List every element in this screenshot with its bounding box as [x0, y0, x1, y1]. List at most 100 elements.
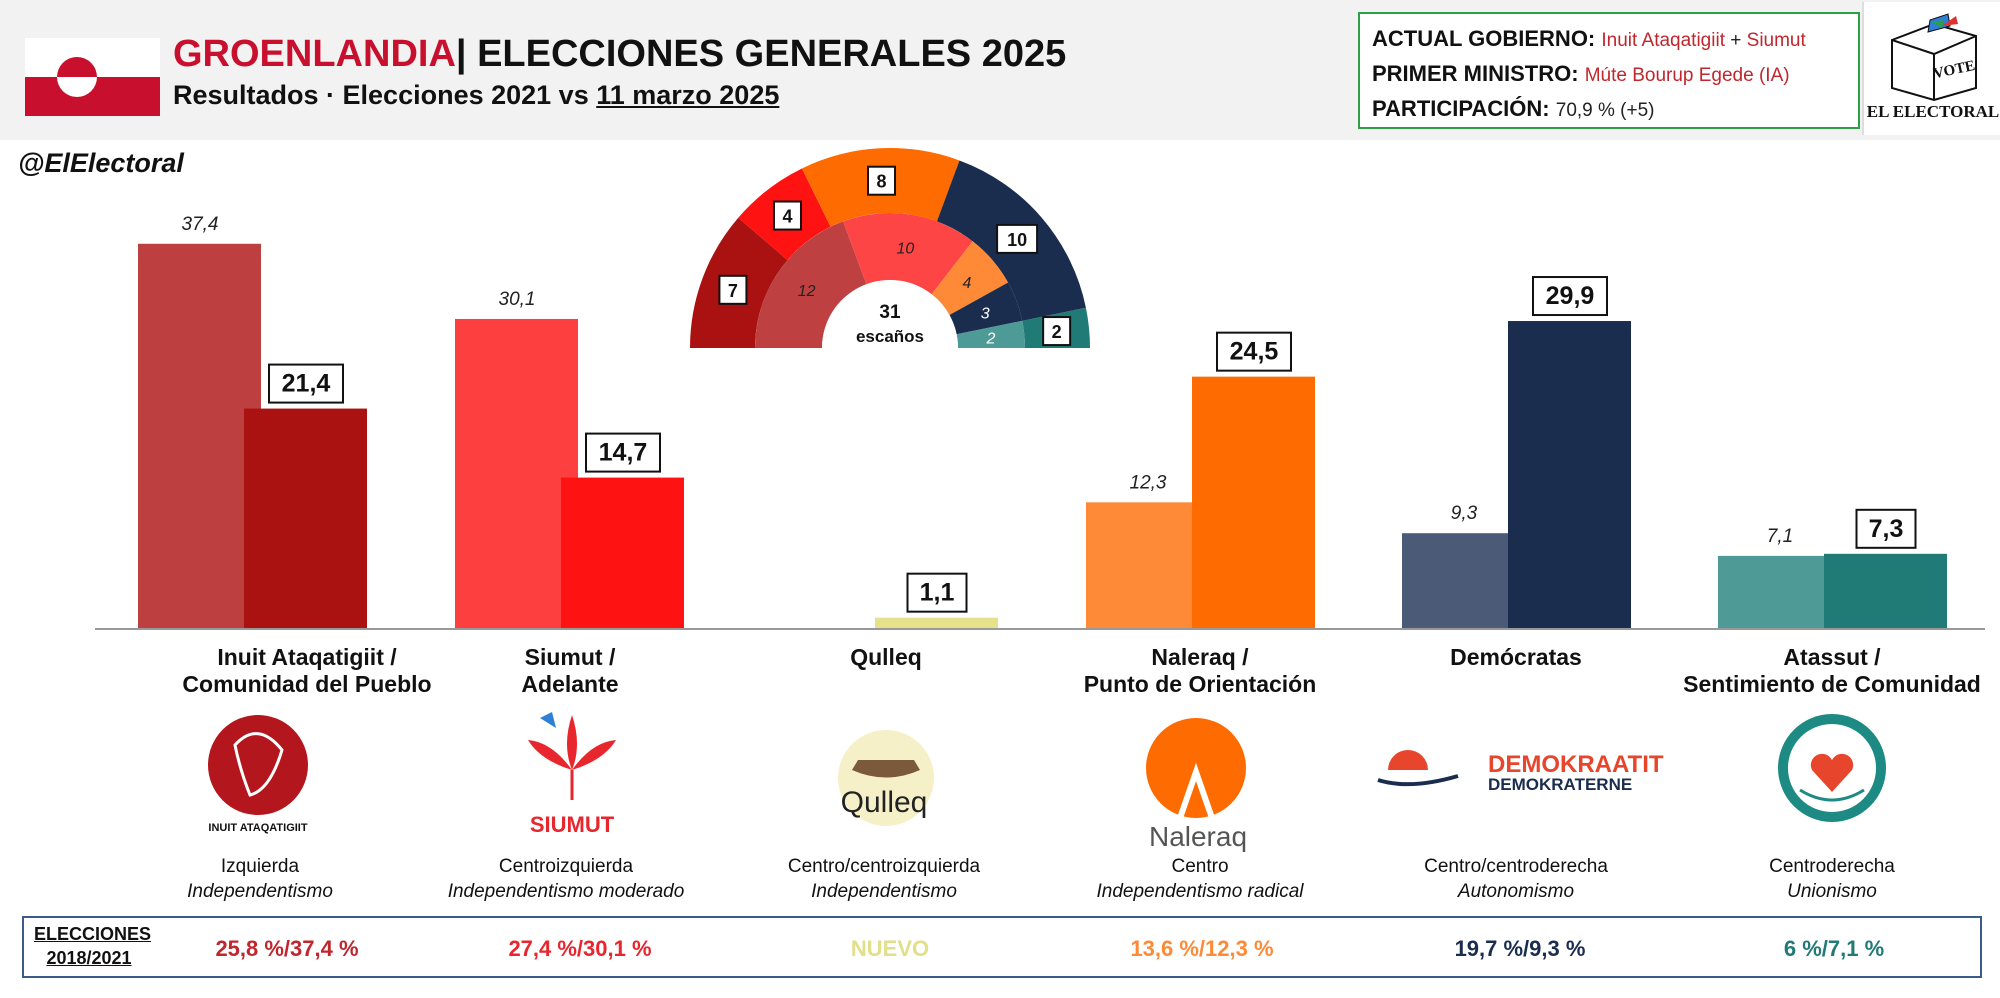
previous-result-atassut: 6 %/7,1 % — [1783, 936, 1885, 961]
participation-value: 70,9 % (+5) — [1555, 100, 1655, 121]
bar-2021-ia — [138, 243, 261, 629]
party-ideology-atassut: Centroderecha — [1769, 856, 1895, 877]
bar-2021-naleraq — [1086, 502, 1209, 629]
government-label: ACTUAL GOBIERNO: — [1372, 26, 1596, 51]
bar-2025-qulleq — [875, 617, 998, 629]
party-ideology-naleraq: Centro — [1171, 856, 1229, 877]
party-name-qulleq: Qulleq — [736, 644, 1036, 671]
previous-result-democratas: 19,7 %/9,3 % — [1454, 936, 1586, 961]
bar-2025-democratas — [1508, 321, 1631, 629]
header: GROENLANDIA| ELECCIONES GENERALES 2025 R… — [0, 0, 2000, 140]
participation-row: PARTICIPACIÓN: 70,9 % (+5) — [1372, 92, 1846, 127]
seats-2021-segment — [931, 241, 1009, 315]
qulleq-lamp-icon — [852, 760, 920, 778]
atassut-heart-icon — [1810, 753, 1854, 792]
party-name-democratas: Demócratas — [1366, 644, 1666, 671]
value-label-2025-naleraq: 24,5 — [1230, 338, 1279, 366]
previous-result-siumut: 27,4 %/30,1 % — [508, 936, 652, 961]
party-name-line1: Siumut / — [524, 644, 616, 670]
bar-2021-democratas — [1402, 533, 1525, 629]
value-box-2025-qulleq — [906, 572, 968, 613]
party-name-line2: Comunidad del Pueblo — [182, 671, 432, 697]
ia-kayak-icon — [233, 732, 284, 797]
logo-text: EL ELECTORAL — [1866, 102, 2000, 121]
title-country: GROENLANDIA — [173, 33, 456, 75]
seats-2021-segment — [843, 213, 973, 295]
subtitle-date: 11 marzo 2025 — [596, 80, 780, 110]
seats-2021-label: 10 — [896, 241, 914, 258]
seats-2025-label: 8 — [877, 172, 887, 192]
party-name-line2: Adelante — [521, 671, 619, 697]
seats-2025-label: 4 — [782, 207, 792, 227]
party-stance-naleraq: Independentismo radical — [1096, 881, 1304, 902]
seats-2021-segment — [755, 221, 867, 348]
qulleq-logo-icon — [838, 730, 934, 826]
seats-total-number: 31 — [879, 302, 901, 323]
ia-logo-text: INUIT ATAQATIGIIT — [208, 822, 307, 834]
value-box-2025-naleraq — [1216, 331, 1292, 372]
party-name-line1: Inuit Ataqatigiit / — [217, 644, 397, 670]
seats-2021-segment — [956, 320, 1025, 348]
party-stance-siumut: Independentismo moderado — [447, 881, 685, 902]
seats-2021-label: 3 — [981, 306, 990, 323]
party-name-atassut: Atassut / Sentimiento de Comunidad — [1682, 644, 1982, 698]
bar-2025-siumut — [561, 477, 684, 629]
party-name-line1: Demócratas — [1450, 644, 1582, 670]
seats-2025-label-box — [772, 200, 802, 231]
bar-2021-siumut — [455, 318, 578, 629]
value-label-2025-atassut: 7,3 — [1869, 515, 1904, 543]
bar-2025-naleraq — [1192, 376, 1315, 629]
ia-logo-icon — [208, 715, 308, 815]
bar-2025-ia — [244, 408, 367, 629]
bars-layer: 37,4 21,4 30,1 14,7 1,1 12,3 24,5 9,3 29,9 7,1 7,3 — [138, 214, 1947, 629]
previous-elections-row: ELECCIONES 2018/2021 25,8 %/37,4 % 27,4 … — [22, 916, 1982, 978]
party-name-siumut: Siumut / Adelante — [420, 644, 720, 698]
value-label-2025-siumut: 14,7 — [599, 439, 648, 467]
seats-2021-segment — [949, 282, 1023, 335]
party-name-line1: Atassut / — [1783, 644, 1881, 670]
seats-2025-label-box — [867, 165, 897, 196]
government-plus: + — [1724, 30, 1747, 51]
siumut-flower-icon — [567, 715, 577, 770]
previous-elections-label: ELECCIONES 2018/2021 — [34, 922, 151, 970]
bar-2021-atassut — [1718, 555, 1841, 629]
party-logos: INUIT ATAQATIGIIT SIUMUT Qulleq Naleraq DEMO… — [208, 712, 1886, 852]
party-name-line1: Naleraq / — [1151, 644, 1249, 670]
party-stance-qulleq: Independentismo — [811, 881, 957, 902]
seats-2025-label: 7 — [728, 281, 738, 301]
party-ideology-siumut: Centroizquierda — [498, 856, 634, 877]
government-party-1: Inuit Ataqatigiit — [1601, 30, 1725, 51]
previous-result-ia: 25,8 %/37,4 % — [215, 936, 359, 961]
seats-2025-label-box — [996, 223, 1039, 254]
seats-2021-label: 12 — [798, 283, 816, 300]
value-label-2021-atassut: 7,1 — [1767, 526, 1793, 547]
previous-result-naleraq: 13,6 %/12,3 % — [1130, 936, 1274, 961]
party-name-naleraq: Naleraq / Punto de Orientación — [1050, 644, 1350, 698]
participation-label: PARTICIPACIÓN: — [1372, 96, 1550, 121]
seats-2025-label: 2 — [1052, 322, 1062, 342]
page-subtitle: Resultados · Elecciones 2021 vs 11 marzo… — [173, 80, 779, 111]
seats-total-label: escaños — [856, 327, 924, 346]
twitter-handle: @ElElectoral — [18, 148, 184, 178]
seats-2025-label: 10 — [1007, 230, 1027, 250]
party-name-line2: Sentimiento de Comunidad — [1683, 671, 1981, 697]
subtitle-prefix: Resultados · Elecciones 2021 vs — [173, 80, 597, 110]
party-ideology-qulleq: Centro/centroizquierda — [787, 856, 981, 877]
greenland-flag-icon — [25, 38, 160, 116]
qulleq-logo-text: Qulleq — [841, 786, 928, 819]
previous-label-line2: 2018/2021 — [46, 948, 132, 968]
seats-2025-label-box — [1042, 316, 1072, 347]
previous-result-qulleq: NUEVO — [850, 936, 930, 961]
value-box-2025-siumut — [585, 432, 661, 473]
demokraterne-logo-text: DEMOKRATERNE — [1488, 775, 1632, 794]
prime-minister-value: Múte Bourup Egede (IA) — [1584, 65, 1790, 86]
seats-2021-label: 2 — [986, 331, 996, 348]
government-info-box: ACTUAL GOBIERNO: Inuit Ataqatigiit + Siu… — [1358, 12, 1860, 129]
value-box-2025-democratas — [1532, 276, 1608, 317]
value-label-2025-ia: 21,4 — [282, 370, 331, 398]
value-label-2025-qulleq: 1,1 — [920, 579, 955, 607]
el-electoral-logo: VOTE EL ELECTORAL — [1862, 2, 2000, 135]
prime-minister-label: PRIMER MINISTRO: — [1372, 61, 1579, 86]
